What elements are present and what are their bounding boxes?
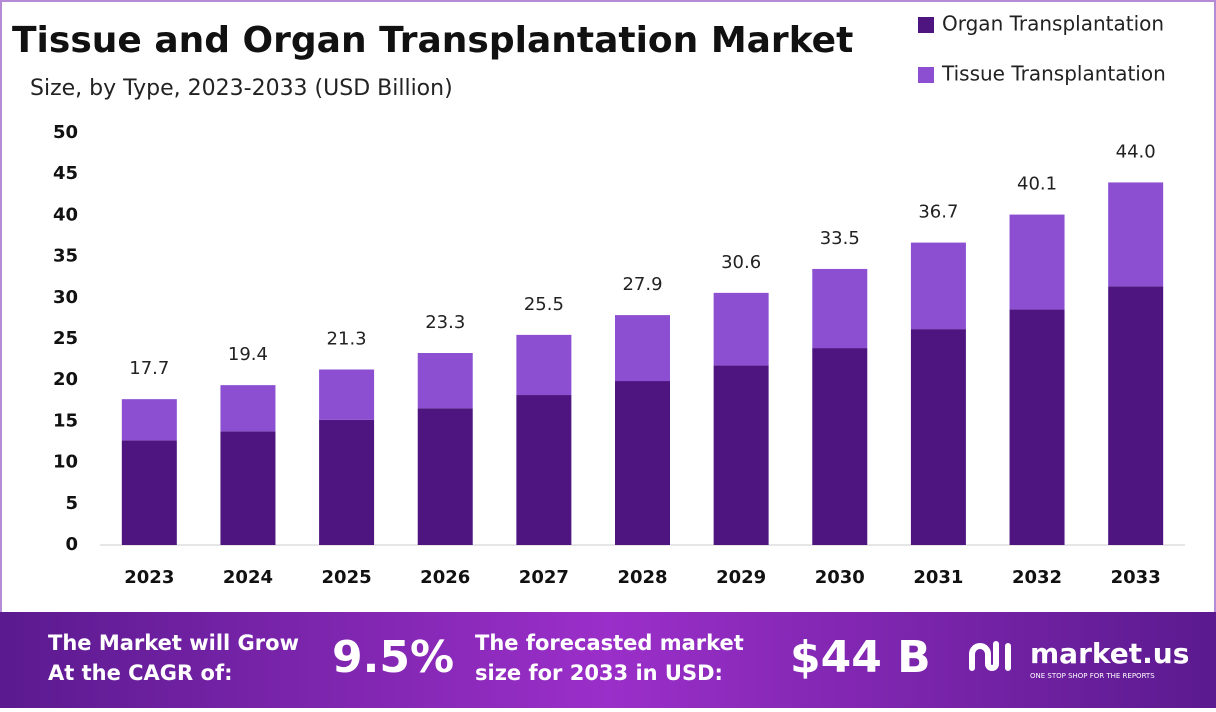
value-label: 33.5 <box>820 228 860 249</box>
bar-segment <box>1108 182 1164 287</box>
bar-segment <box>812 268 868 349</box>
bar-segment <box>121 440 177 545</box>
y-tick-label: 0 <box>65 534 78 555</box>
bar-segment <box>516 395 572 545</box>
bar-segment <box>615 381 670 545</box>
legend-label: Tissue Transplantation <box>941 62 1166 86</box>
value-label: 21.3 <box>327 328 367 349</box>
x-tick-label: 2028 <box>617 567 667 588</box>
bar-segment <box>319 369 375 420</box>
bar-segment <box>1108 286 1164 545</box>
bar-segment <box>319 419 375 545</box>
footer-band <box>0 612 1216 708</box>
value-label: 44.0 <box>1116 141 1156 162</box>
value-label: 36.7 <box>918 202 958 223</box>
bar-segment <box>1009 214 1065 310</box>
footer-text: size for 2033 in USD: <box>475 661 723 685</box>
brand-name: market.us <box>1030 637 1189 670</box>
x-tick-label: 2027 <box>519 567 569 588</box>
y-tick-label: 15 <box>53 410 78 431</box>
footer-text: The forecasted market <box>475 631 744 655</box>
y-tick-label: 25 <box>53 328 78 349</box>
bar-segment <box>713 365 769 545</box>
bar-segment <box>417 353 473 409</box>
x-tick-label: 2030 <box>815 567 865 588</box>
bar-segment <box>516 334 572 396</box>
bar-segment <box>812 348 868 545</box>
bar-segment <box>615 315 670 382</box>
y-tick-label: 50 <box>53 122 78 143</box>
chart-subtitle: Size, by Type, 2023-2033 (USD Billion) <box>30 76 453 101</box>
y-tick-label: 20 <box>53 369 78 390</box>
footer-value: 9.5% <box>332 632 454 683</box>
bar-segment <box>220 431 276 545</box>
x-tick-label: 2023 <box>124 567 174 588</box>
x-tick-label: 2033 <box>1111 567 1161 588</box>
legend-swatch <box>918 67 934 83</box>
legend-swatch <box>918 17 934 33</box>
y-tick-label: 35 <box>53 246 78 267</box>
y-tick-label: 5 <box>65 493 78 514</box>
value-label: 27.9 <box>622 274 662 295</box>
value-label: 30.6 <box>721 252 761 273</box>
bar-segment <box>910 242 966 330</box>
x-tick-label: 2032 <box>1012 567 1062 588</box>
x-tick-label: 2031 <box>913 567 963 588</box>
value-label: 25.5 <box>524 294 564 315</box>
bar-segment <box>1009 309 1065 545</box>
value-label: 40.1 <box>1017 174 1057 195</box>
bar-segment <box>713 292 769 366</box>
footer-value: $44 B <box>790 632 931 683</box>
chart-title: Tissue and Organ Transplantation Market <box>12 20 853 61</box>
y-tick-label: 45 <box>53 163 78 184</box>
legend-label: Organ Transplantation <box>942 12 1164 36</box>
bar-segment <box>220 385 276 432</box>
brand-tagline: ONE STOP SHOP FOR THE REPORTS <box>1030 672 1155 680</box>
bar-segment <box>910 329 966 545</box>
bar-segment <box>121 399 177 441</box>
bar-segment <box>417 408 473 545</box>
x-tick-label: 2025 <box>322 567 372 588</box>
x-tick-label: 2029 <box>716 567 766 588</box>
value-label: 17.7 <box>129 358 169 379</box>
footer-text: The Market will Grow <box>48 631 299 655</box>
brand-logo <box>969 641 1011 671</box>
x-tick-label: 2026 <box>420 567 470 588</box>
footer-text: At the CAGR of: <box>48 661 233 685</box>
y-tick-label: 40 <box>53 204 78 225</box>
x-tick-label: 2024 <box>223 567 273 588</box>
value-label: 19.4 <box>228 344 268 365</box>
y-tick-label: 30 <box>53 287 78 308</box>
y-tick-label: 10 <box>53 452 78 473</box>
value-label: 23.3 <box>425 312 465 333</box>
